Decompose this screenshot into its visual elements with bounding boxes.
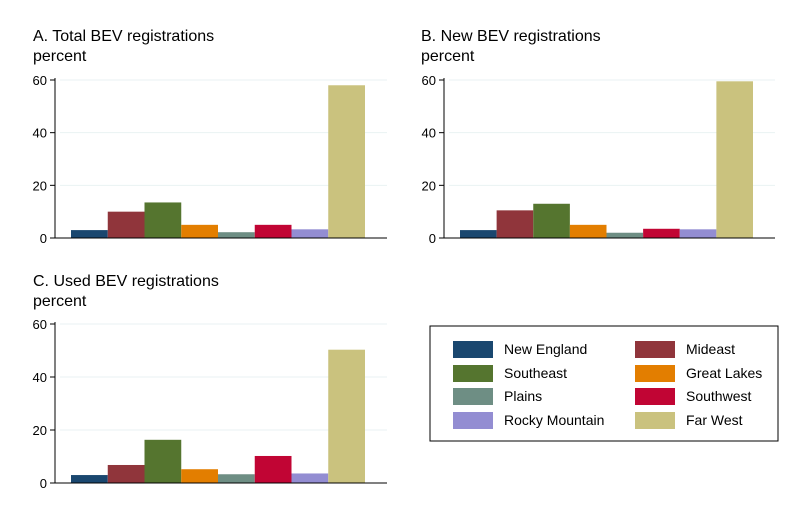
panel-c-ytick-label: 20 xyxy=(33,423,47,438)
legend-swatch-far-west xyxy=(635,412,675,429)
panel-b-bar-new-england xyxy=(460,230,497,238)
panel-a-ytick-label: 0 xyxy=(40,231,47,246)
legend-swatch-southeast xyxy=(453,365,493,382)
legend-label-far-west: Far West xyxy=(686,412,743,428)
panel-c-bar-southeast xyxy=(144,439,182,483)
legend-swatch-plains xyxy=(453,388,493,405)
panel-b-bar-far-west xyxy=(716,81,753,238)
panel-a: A. Total BEV registrations percent 0 20 40… xyxy=(33,28,387,246)
panel-c-bar-far-west xyxy=(328,349,365,483)
panel-a-bar-far-west xyxy=(328,85,365,239)
panel-b-bar-southwest xyxy=(643,228,680,238)
panel-b-bar-mideast xyxy=(496,210,534,238)
legend-label-new-england: New England xyxy=(504,341,587,357)
legend-swatch-new-england xyxy=(453,341,493,358)
legend-label-rocky-mountain: Rocky Mountain xyxy=(504,412,604,428)
panel-c-bar-rocky-mountain xyxy=(291,473,329,483)
legend-label-plains: Plains xyxy=(504,388,542,404)
panel-c-title: C. Used BEV registrations xyxy=(33,273,219,290)
panel-c-ytick-label: 60 xyxy=(33,317,47,332)
panel-c-ylabel: percent xyxy=(33,293,87,310)
legend-label-southeast: Southeast xyxy=(504,365,567,381)
panel-c-bar-plains xyxy=(218,474,255,483)
panel-b-ytick-label: 20 xyxy=(422,178,436,193)
panel-c-bar-southwest xyxy=(254,455,292,483)
panel-a-bar-southeast xyxy=(144,202,182,238)
panel-b-ytick-label: 40 xyxy=(422,126,436,141)
panel-b-bar-great-lakes xyxy=(569,224,607,238)
panel-b-ytick-label: 60 xyxy=(422,73,436,88)
panel-c-ytick-label: 0 xyxy=(40,476,47,491)
panel-c-bar-new-england xyxy=(71,475,108,483)
legend-label-mideast: Mideast xyxy=(686,341,735,357)
panel-b-bar-plains xyxy=(606,232,644,238)
panel-a-ytick-label: 20 xyxy=(33,178,47,193)
legend-swatch-great-lakes xyxy=(635,365,675,382)
legend-swatch-mideast xyxy=(635,341,675,358)
panel-c-ytick-label: 40 xyxy=(33,370,47,385)
panel-c-bar-mideast xyxy=(107,464,145,483)
panel-a-bar-mideast xyxy=(107,211,145,238)
legend-swatch-rocky-mountain xyxy=(453,412,493,429)
panel-b: B. New BEV registrations percent 0 20 40 60 xyxy=(421,28,775,246)
panel-a-ytick-label: 60 xyxy=(33,73,47,88)
panel-b-ytick-label: 0 xyxy=(429,231,436,246)
panel-a-bar-southwest xyxy=(254,224,292,238)
legend-label-southwest: Southwest xyxy=(686,388,751,404)
panel-a-bar-great-lakes xyxy=(181,224,218,238)
panel-b-bar-rocky-mountain xyxy=(679,229,717,238)
panel-c-bar-great-lakes xyxy=(181,469,218,483)
legend-label-great-lakes: Great Lakes xyxy=(686,365,762,381)
panel-c: C. Used BEV registrations percent 0 20 40 6… xyxy=(33,273,387,491)
panel-b-title: B. New BEV registrations xyxy=(421,28,601,45)
legend: New England Mideast Southeast Great Lakes Pl… xyxy=(429,325,779,442)
panel-b-bar-southeast xyxy=(533,203,570,238)
panel-a-bar-new-england xyxy=(71,230,108,238)
legend-swatch-southwest xyxy=(635,388,675,405)
panel-a-bar-plains xyxy=(218,232,255,238)
panel-a-ytick-label: 40 xyxy=(33,126,47,141)
panel-a-title: A. Total BEV registrations xyxy=(33,28,214,45)
panel-a-ylabel: percent xyxy=(33,48,87,65)
panel-b-ylabel: percent xyxy=(421,48,475,65)
panel-a-bar-rocky-mountain xyxy=(291,229,329,238)
